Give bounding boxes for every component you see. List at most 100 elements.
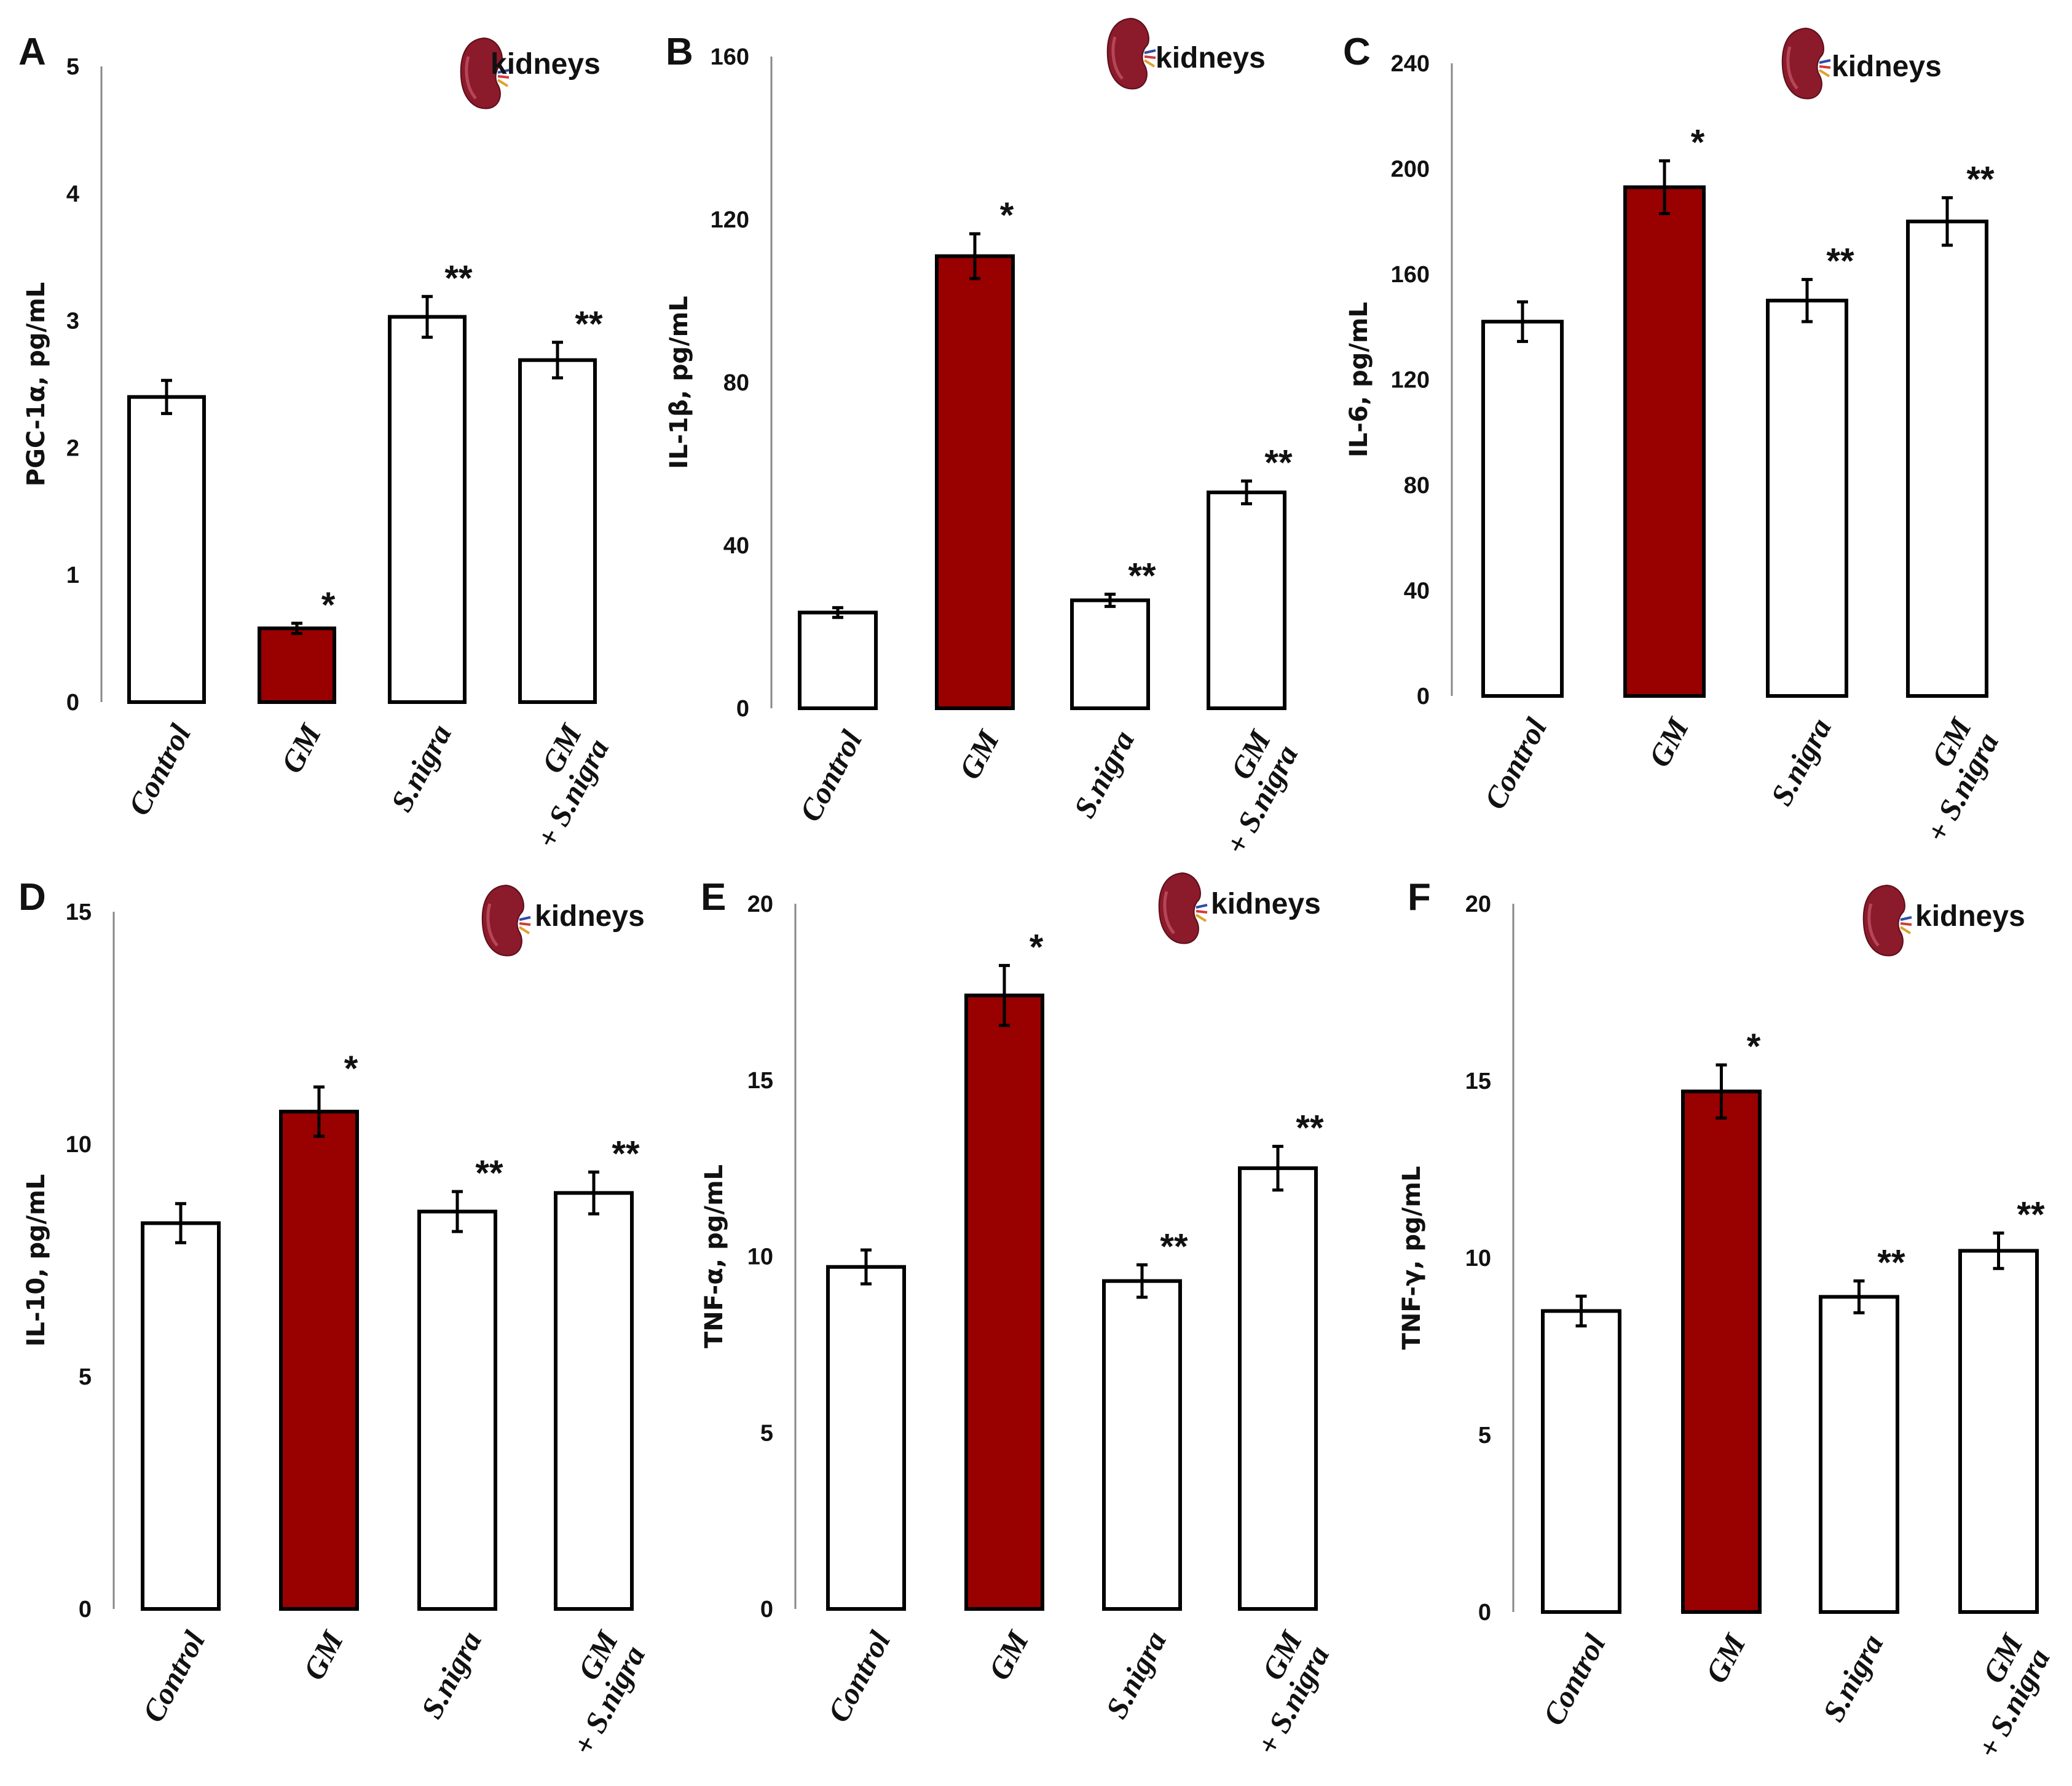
category-label-line: GM (982, 1625, 1036, 1686)
y-tick-label: 20 (1465, 891, 1491, 917)
category-label: S.nigra (414, 1626, 489, 1724)
bar (388, 315, 467, 704)
bar (141, 1221, 221, 1611)
bar (1102, 1279, 1182, 1611)
significance-marker: ** (575, 304, 603, 344)
category-label: Control (821, 1626, 897, 1728)
y-tick-label: 10 (1465, 1246, 1491, 1271)
organ-label: kidneys (1156, 42, 1266, 74)
category-label-line: Control (1536, 1629, 1612, 1731)
kidney-highlight (1867, 903, 1880, 947)
category-label: GM (982, 1625, 1036, 1686)
y-tick-label: 0 (1417, 684, 1430, 709)
y-axis-label: IL-10, pg/mL (22, 1174, 50, 1347)
kidney-highlight (1163, 891, 1175, 934)
bar (417, 1209, 497, 1611)
y-tick-label: 10 (747, 1244, 773, 1270)
category-label-line: Control (121, 719, 197, 821)
category-label-line: Control (792, 725, 869, 827)
organ-label: kidneys (535, 900, 645, 933)
kidney-ureter (1899, 926, 1912, 934)
bar (964, 994, 1044, 1611)
bar (1681, 1089, 1762, 1614)
category-label-line: Control (821, 1626, 897, 1728)
kidney-ureter (497, 79, 509, 87)
category-label: GM (274, 718, 328, 779)
panel-letter: D (18, 876, 46, 919)
bar (554, 1191, 634, 1611)
kidney-ureter (1195, 914, 1207, 922)
y-axis-label: PGC-1α, pg/mL (22, 282, 50, 487)
significance-marker: ** (444, 258, 473, 298)
category-label: GM (952, 724, 1006, 785)
category-label-line: S.nigra (1816, 1629, 1890, 1727)
category-label: S.nigra (1067, 725, 1141, 823)
y-tick-label: 5 (760, 1420, 773, 1446)
bar (1906, 219, 1988, 698)
bar (1541, 1309, 1621, 1614)
y-tick-label: 5 (79, 1364, 92, 1390)
panel-letter: F (1408, 876, 1431, 919)
category-label-line: S.nigra (1099, 1626, 1173, 1724)
category-label-line: S.nigra (384, 719, 459, 817)
significance-marker: * (1030, 927, 1044, 967)
bar (1238, 1166, 1318, 1611)
category-label: Control (792, 725, 869, 827)
significance-marker: * (1747, 1027, 1761, 1067)
category-label-line: GM (952, 724, 1006, 785)
panel-letter: C (1343, 31, 1371, 73)
category-label-line: GM (274, 718, 328, 779)
category-label: Control (135, 1626, 211, 1728)
y-tick-label: 20 (747, 891, 773, 917)
y-tick-label: 10 (66, 1132, 92, 1158)
bar (798, 610, 878, 710)
bar (1070, 598, 1150, 710)
bar (1958, 1249, 2039, 1614)
chart-panel-e: E 0 5 10 15 20 TNF-α, pg/mL Control * GM ** S.nigra… (700, 872, 1336, 1761)
bar (279, 1110, 359, 1611)
kidney-icon (460, 37, 510, 109)
category-label: GM+ S.nigra (530, 718, 616, 854)
y-tick-label: 4 (66, 181, 79, 207)
kidney-ureter (1818, 69, 1830, 77)
y-axis-label: TNF-γ, pg/mL (1398, 1166, 1426, 1350)
y-tick-label: 0 (760, 1597, 773, 1622)
bar (127, 395, 206, 704)
significance-marker: * (1691, 123, 1705, 163)
significance-marker: ** (1296, 1108, 1324, 1148)
kidney-artery (519, 922, 531, 926)
significance-marker: ** (1966, 160, 1995, 200)
kidney-vein (1819, 59, 1831, 64)
y-tick-label: 160 (711, 44, 749, 70)
category-label: GM (1698, 1628, 1752, 1689)
category-label: GM (296, 1625, 350, 1686)
y-tick-label: 80 (723, 370, 749, 396)
category-label: GM+ S.nigra (1971, 1628, 2057, 1764)
category-label-line: Control (135, 1626, 211, 1728)
y-tick-label: 15 (1465, 1069, 1491, 1094)
kidney-vein (519, 916, 531, 921)
y-axis-label: IL-1β, pg/mL (665, 296, 693, 469)
bar (1623, 185, 1706, 698)
bar (935, 254, 1015, 710)
kidney-icon (481, 884, 531, 957)
significance-marker: ** (2017, 1195, 2045, 1235)
y-tick-label: 40 (723, 533, 749, 559)
category-label-line: Control (1477, 713, 1553, 815)
kidney-vein (497, 69, 510, 74)
category-label-line: GM (1642, 712, 1696, 773)
y-tick-label: 80 (1404, 473, 1430, 499)
chart-panel-c: C 0 40 80 120 160 200 240 IL-6, pg/mL Control * GM *… (1343, 27, 2005, 848)
category-label: S.nigra (384, 719, 459, 817)
panel-letter: E (701, 876, 726, 919)
category-label: Control (1536, 1629, 1612, 1731)
category-label-line: GM (1698, 1628, 1752, 1689)
category-label: Control (1477, 713, 1553, 815)
y-tick-label: 5 (66, 54, 79, 80)
bar (1766, 298, 1848, 698)
category-label: S.nigra (1764, 713, 1838, 811)
kidney-vein (1196, 904, 1208, 909)
kidney-icon (1106, 17, 1156, 90)
significance-marker: ** (612, 1134, 640, 1174)
kidney-highlight (1786, 46, 1798, 90)
